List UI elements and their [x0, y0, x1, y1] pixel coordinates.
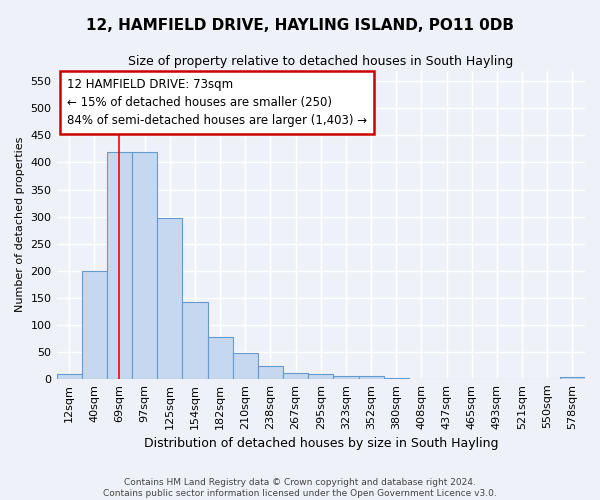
- Bar: [132, 152, 157, 379]
- Bar: [56, 374, 82, 379]
- Bar: [308, 374, 334, 379]
- Bar: [334, 376, 359, 379]
- Bar: [283, 373, 308, 379]
- Bar: [107, 152, 132, 379]
- Bar: [233, 353, 258, 379]
- Y-axis label: Number of detached properties: Number of detached properties: [15, 137, 25, 312]
- Bar: [208, 337, 233, 379]
- Bar: [383, 378, 409, 379]
- X-axis label: Distribution of detached houses by size in South Hayling: Distribution of detached houses by size …: [143, 437, 498, 450]
- Title: Size of property relative to detached houses in South Hayling: Size of property relative to detached ho…: [128, 55, 514, 68]
- Bar: [82, 270, 107, 379]
- Bar: [359, 376, 383, 379]
- Bar: [157, 218, 182, 379]
- Bar: [258, 366, 283, 379]
- Text: 12, HAMFIELD DRIVE, HAYLING ISLAND, PO11 0DB: 12, HAMFIELD DRIVE, HAYLING ISLAND, PO11…: [86, 18, 514, 32]
- Bar: [182, 302, 208, 379]
- Text: Contains HM Land Registry data © Crown copyright and database right 2024.
Contai: Contains HM Land Registry data © Crown c…: [103, 478, 497, 498]
- Bar: [560, 377, 585, 379]
- Text: 12 HAMFIELD DRIVE: 73sqm
← 15% of detached houses are smaller (250)
84% of semi-: 12 HAMFIELD DRIVE: 73sqm ← 15% of detach…: [67, 78, 367, 128]
